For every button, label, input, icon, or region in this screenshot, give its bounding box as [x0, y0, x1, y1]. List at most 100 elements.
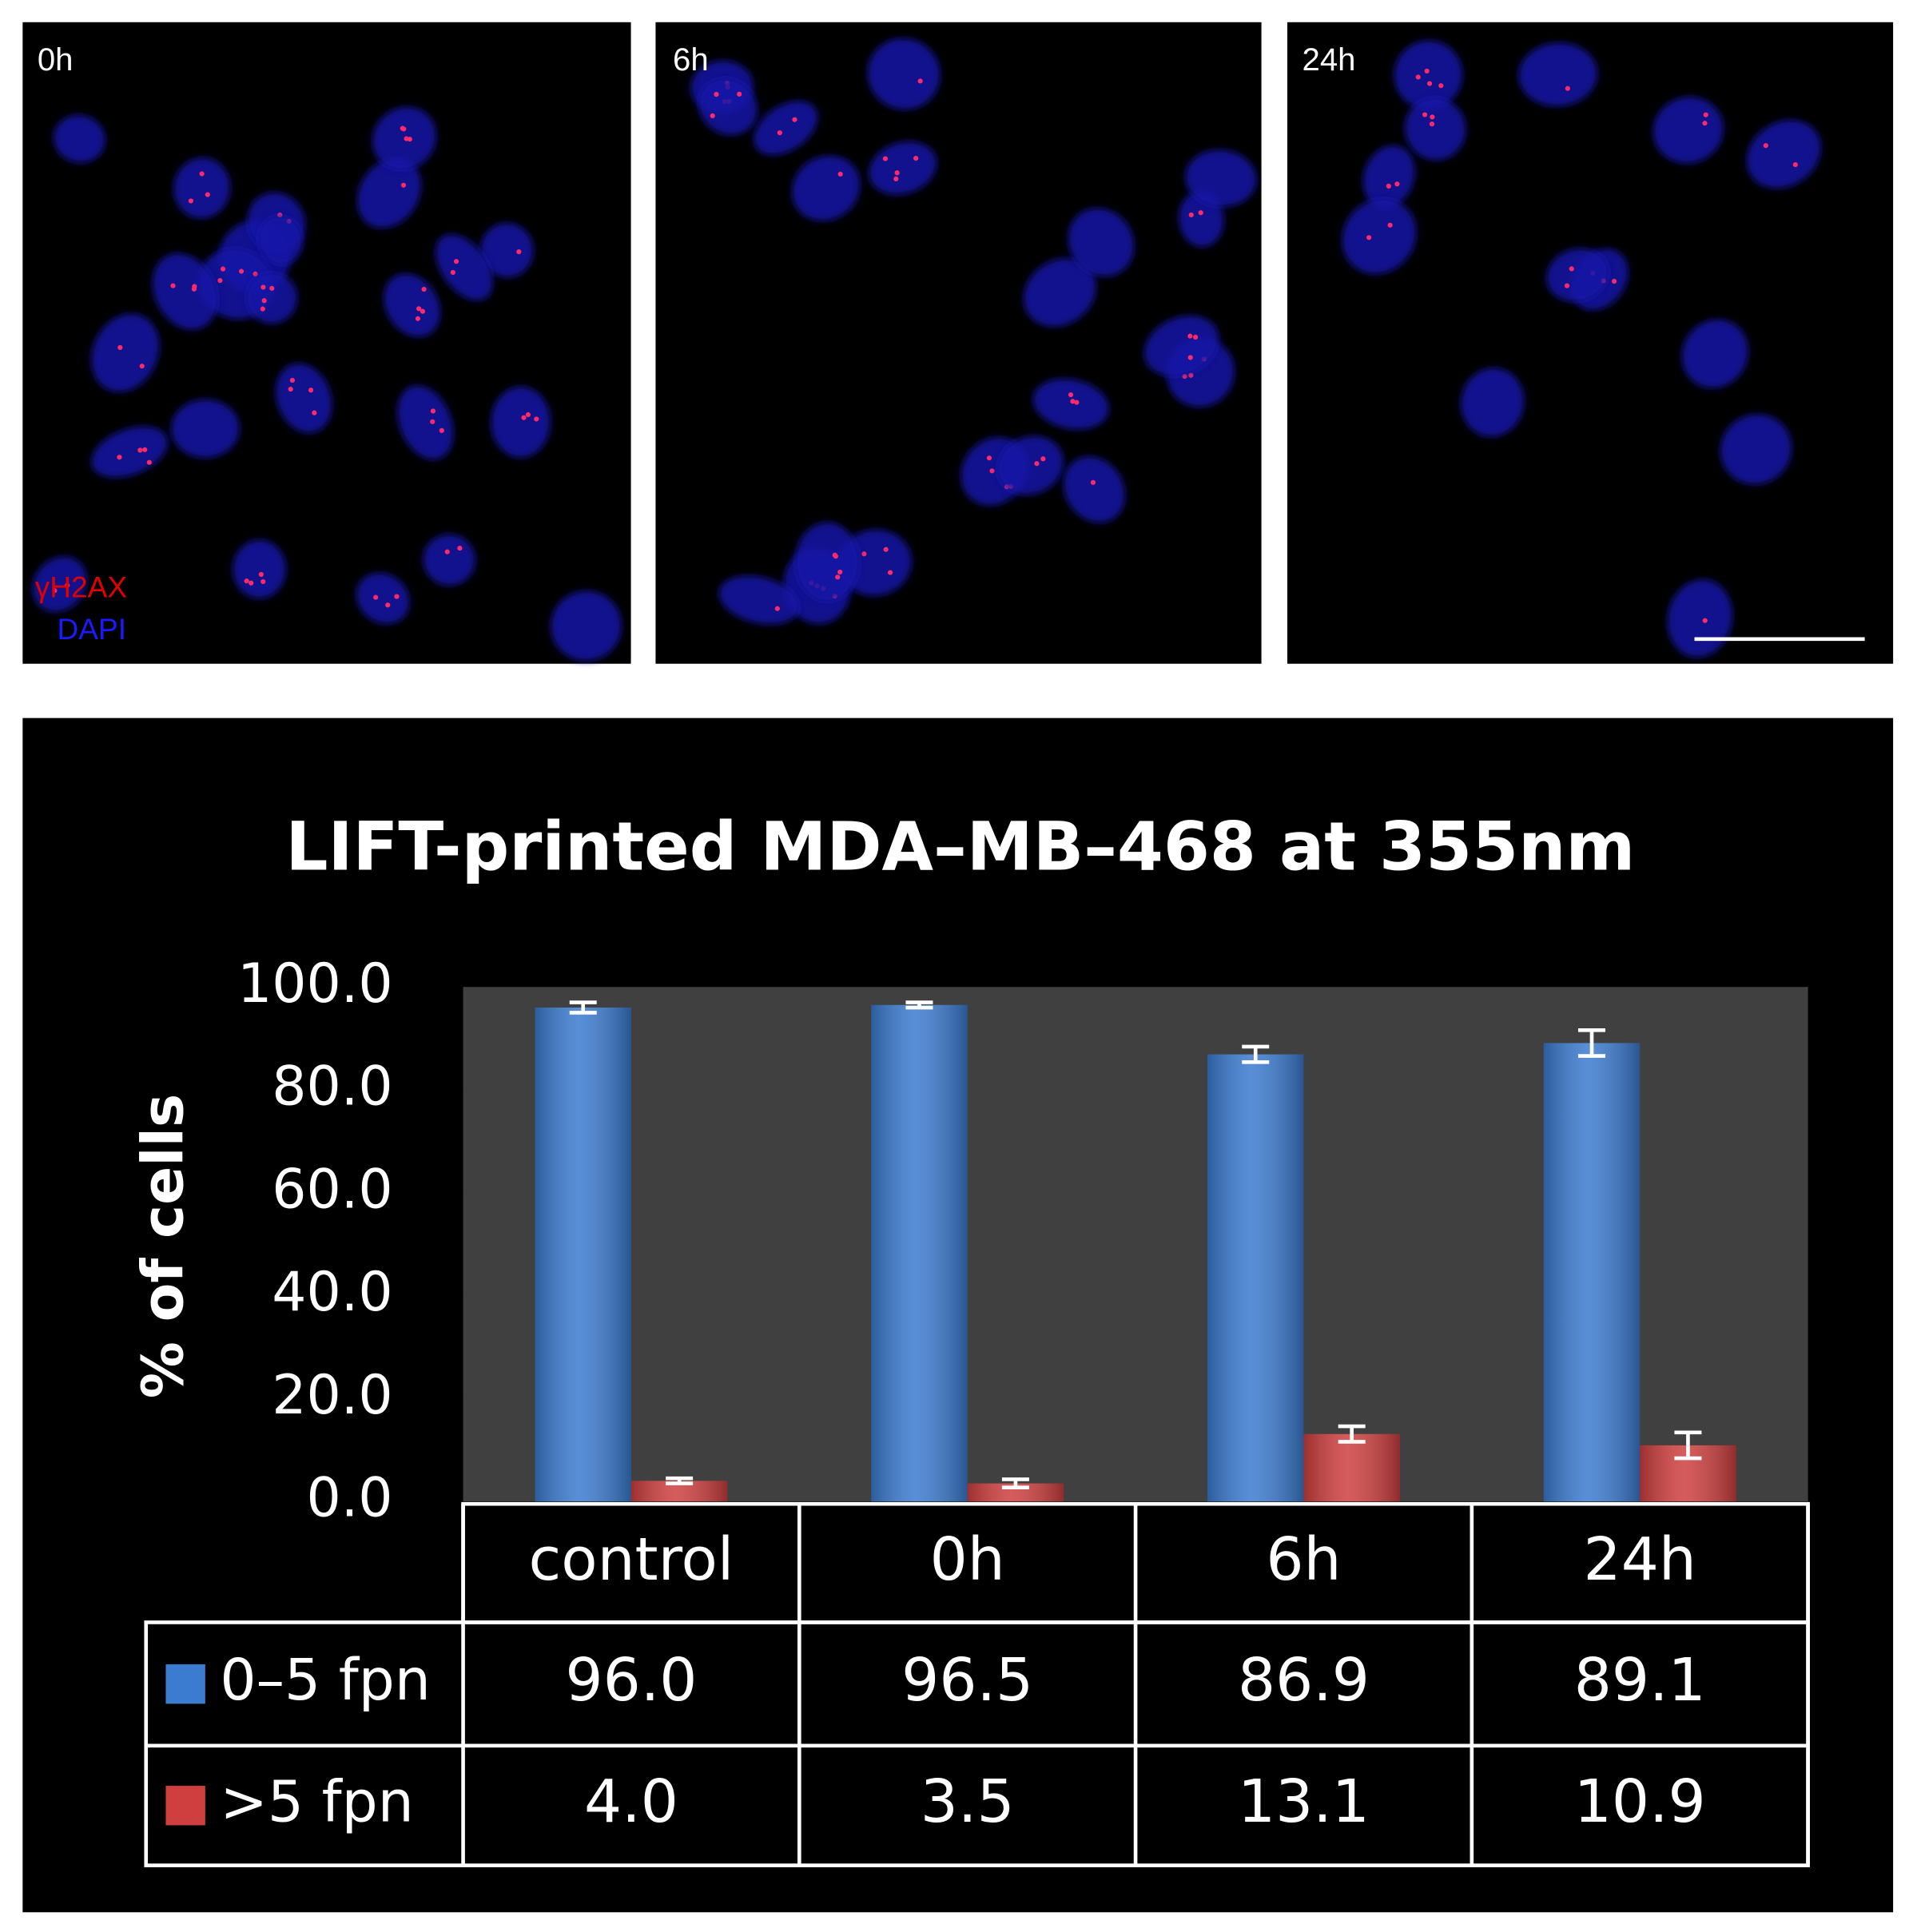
- nucleus: [791, 155, 861, 221]
- focus: [1394, 181, 1400, 187]
- y-axis-label: % of cells: [130, 1094, 197, 1399]
- focus: [777, 130, 782, 136]
- focus: [373, 594, 379, 600]
- nucleus: [32, 556, 87, 613]
- focus: [439, 427, 444, 433]
- table-value: 3.5: [921, 1767, 1015, 1836]
- nucleus: [435, 234, 493, 301]
- focus: [444, 549, 450, 555]
- x-tick-label: 24h: [1584, 1525, 1696, 1594]
- nucleus: [1185, 149, 1257, 207]
- nucleus: [152, 252, 218, 330]
- focus: [308, 388, 314, 393]
- focus: [217, 278, 223, 284]
- nucleus: [1023, 258, 1096, 327]
- bar-shading: [1543, 1043, 1641, 1502]
- focus: [404, 136, 409, 141]
- focus: [394, 594, 400, 599]
- focus: [1426, 81, 1433, 86]
- nucleus: [233, 539, 287, 599]
- focus: [1429, 121, 1435, 127]
- legend-label: 0–5 fpn: [220, 1647, 431, 1713]
- chart-title: LIFT-printed MDA–MB–468 at 355nm: [285, 808, 1635, 885]
- bar-shading: [1303, 1433, 1400, 1502]
- focus: [450, 269, 455, 276]
- focus: [893, 176, 899, 181]
- table-value: 89.1: [1574, 1646, 1706, 1715]
- focus: [1188, 372, 1194, 378]
- nucleus: [423, 534, 476, 586]
- focus: [400, 182, 407, 188]
- nucleus: [1068, 208, 1135, 277]
- nucleus: [480, 223, 534, 278]
- nucleus: [257, 215, 304, 265]
- focus: [430, 419, 436, 424]
- focus: [146, 459, 152, 465]
- table-value: 10.9: [1574, 1767, 1706, 1836]
- stain-label: DAPI: [58, 612, 126, 646]
- table-value: 4.0: [584, 1767, 678, 1836]
- y-tick-label: 100.0: [237, 952, 392, 1016]
- focus: [835, 574, 841, 580]
- focus: [416, 306, 422, 312]
- focus: [420, 308, 426, 314]
- focus: [1386, 183, 1391, 189]
- focus: [1703, 112, 1708, 117]
- nucleus: [867, 38, 941, 110]
- table-value: 86.9: [1238, 1646, 1370, 1715]
- table-value: 96.5: [901, 1646, 1033, 1715]
- error-bar: [1578, 1028, 1605, 1058]
- focus: [1430, 114, 1435, 120]
- nucleus: [275, 363, 332, 433]
- legend-key: [165, 1664, 205, 1704]
- nucleus: [245, 272, 298, 324]
- focus: [249, 580, 254, 586]
- nucleus: [1063, 456, 1126, 523]
- focus: [714, 92, 719, 97]
- focus: [837, 171, 843, 177]
- error-bar: [1001, 1477, 1029, 1490]
- focus: [1438, 83, 1444, 89]
- legend-key: [165, 1786, 205, 1826]
- nucleus: [1032, 378, 1109, 430]
- focus: [400, 125, 405, 131]
- panel-label: 6h: [673, 42, 709, 78]
- focus: [1569, 266, 1574, 272]
- nucleus: [1681, 319, 1748, 388]
- focus: [244, 578, 249, 584]
- nucleus: [53, 114, 105, 163]
- focus: [117, 344, 123, 351]
- focus: [205, 192, 210, 197]
- table-value: 96.0: [565, 1646, 697, 1715]
- focus: [188, 198, 193, 204]
- focus: [883, 547, 889, 552]
- panel-label: 0h: [38, 42, 74, 78]
- focus: [1564, 283, 1570, 288]
- nucleus: [171, 399, 240, 459]
- y-tick-label: 80.0: [272, 1055, 392, 1119]
- micrograph-panels: [22, 22, 1894, 664]
- focus: [1415, 74, 1421, 80]
- y-tick-label: 60.0: [272, 1158, 392, 1221]
- focus: [1070, 399, 1076, 404]
- focus: [887, 570, 893, 575]
- focus: [1192, 334, 1199, 340]
- focus: [774, 606, 780, 611]
- focus: [534, 416, 539, 422]
- focus: [521, 415, 527, 420]
- focus: [1040, 456, 1046, 462]
- focus: [261, 284, 266, 290]
- focus: [1387, 222, 1393, 228]
- focus: [1074, 400, 1080, 405]
- focus: [261, 578, 266, 585]
- nucleus: [1746, 120, 1821, 189]
- focus: [1366, 235, 1372, 241]
- focus: [269, 285, 275, 291]
- focus: [220, 266, 226, 272]
- focus: [1188, 212, 1194, 218]
- focus: [258, 571, 264, 578]
- focus: [421, 286, 427, 292]
- focus: [453, 259, 459, 264]
- nucleus: [996, 435, 1064, 495]
- nucleus: [1461, 368, 1525, 437]
